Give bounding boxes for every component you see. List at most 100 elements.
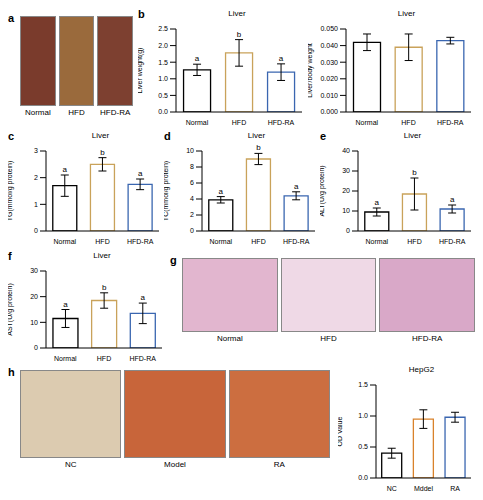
svg-text:HFD: HFD [232,119,246,126]
svg-text:0.0: 0.0 [158,108,168,115]
html-text:g: g [170,254,177,266]
svg-text:OD Value: OD Value [338,416,343,446]
svg-text:1: 1 [34,201,38,208]
svg-text:HFD-RA: HFD-RA [127,238,154,245]
svg-text:Normal: Normal [210,238,233,245]
svg-text:0.050: 0.050 [320,25,338,32]
svg-text:1.5: 1.5 [158,59,168,66]
svg-text:Liver weight(g): Liver weight(g) [138,48,144,94]
svg-text:b: b [256,143,261,152]
svg-text:HFD-RA: HFD-RA [439,238,466,245]
svg-text:8: 8 [190,163,194,170]
svg-text:a: a [219,187,224,196]
html-text:HFD: HFD [68,108,85,117]
svg-text:HFD: HFD [251,238,265,245]
svg-text:10: 10 [186,147,194,154]
svg-text:1.5: 1.5 [358,381,368,388]
html-text:c: c [8,130,15,142]
html-text:HFD-RA: HFD-RA [100,108,131,117]
html-text:Liver: Liver [93,251,111,260]
svg-text:2: 2 [190,211,194,218]
svg-text:HFD-RA: HFD-RA [437,119,464,126]
svg-text:10: 10 [342,207,350,214]
svg-text:2: 2 [34,174,38,181]
svg-text:HFD: HFD [401,119,415,126]
svg-text:0.0: 0.0 [358,474,368,481]
svg-text:0.010: 0.010 [320,92,338,99]
svg-text:b: b [102,283,107,292]
html-text:HFD: HFD [320,334,337,343]
svg-text:2.5: 2.5 [158,25,168,32]
svg-text:a: a [375,198,380,207]
svg-text:Normal: Normal [356,119,379,126]
svg-text:2.0: 2.0 [158,42,168,49]
svg-text:10: 10 [30,319,38,326]
svg-text:Normal: Normal [366,238,389,245]
html-text:Liver: Liver [91,131,110,140]
html-text:Model: Model [164,460,186,469]
html-text:HepG2: HepG2 [408,365,435,374]
html-text:b: b [138,8,145,20]
svg-text:Mddel: Mddel [414,485,434,492]
svg-text:30: 30 [30,267,38,274]
svg-text:0: 0 [34,344,38,351]
html-text:Liver: Liver [403,131,422,140]
svg-text:b: b [412,168,417,177]
svg-text:1.0: 1.0 [158,75,168,82]
svg-text:HFD-RA: HFD-RA [129,355,156,362]
svg-text:6: 6 [190,179,194,186]
svg-text:a: a [279,54,284,63]
svg-text:a: a [138,169,143,178]
svg-text:HFD: HFD [95,238,109,245]
svg-text:0.030: 0.030 [320,59,338,66]
svg-text:0.020: 0.020 [320,75,338,82]
svg-text:0: 0 [346,227,350,234]
svg-text:HFD-RA: HFD-RA [283,238,310,245]
html-text:Liver: Liver [228,9,246,18]
svg-text:1.0: 1.0 [358,412,368,419]
svg-text:a: a [63,300,68,309]
svg-text:ALT(U/g protein): ALT(U/g protein) [320,165,326,216]
svg-text:Normal: Normal [54,355,77,362]
svg-text:TC(mmol/g protein): TC(mmol/g protein) [164,161,170,221]
svg-text:a: a [294,182,299,191]
svg-text:HFD-RA: HFD-RA [268,119,295,126]
svg-text:30: 30 [342,167,350,174]
svg-text:a: a [141,293,146,302]
html-text:Normal: Normal [24,108,51,117]
svg-text:0: 0 [190,227,194,234]
html-text:NC: NC [64,460,77,469]
svg-text:0.5: 0.5 [358,443,368,450]
html-text:d: d [164,130,171,142]
svg-text:20: 20 [342,187,350,194]
svg-text:a: a [63,165,68,174]
svg-text:0: 0 [34,227,38,234]
svg-text:3: 3 [34,147,38,154]
svg-text:40: 40 [342,147,350,154]
html-text:Normal: Normal [216,334,243,343]
svg-text:a: a [450,195,455,204]
svg-text:HFD: HFD [407,238,421,245]
html-text:Liver: Liver [397,9,416,18]
svg-text:Normal: Normal [186,119,209,126]
html-text:RA: RA [273,460,285,469]
html-text:Liver: Liver [247,131,266,140]
svg-text:RA: RA [450,485,460,492]
html-text:h: h [8,366,15,378]
svg-text:b: b [100,148,105,157]
svg-text:a: a [195,54,200,63]
svg-text:4: 4 [190,195,194,202]
svg-text:Liver/body weight: Liver/body weight [308,43,314,98]
html-text:a: a [8,12,15,24]
svg-text:Normal: Normal [54,238,77,245]
svg-text:20: 20 [30,293,38,300]
svg-text:0.000: 0.000 [320,108,338,115]
svg-text:HFD: HFD [97,355,111,362]
svg-text:NC: NC [387,485,397,492]
svg-text:AST(U/g protein): AST(U/g protein) [8,283,14,336]
svg-text:0.040: 0.040 [320,42,338,49]
html-text:HFD-RA: HFD-RA [412,334,443,343]
svg-text:TG(mmol/g protein): TG(mmol/g protein) [8,161,14,222]
svg-text:b: b [237,30,242,39]
svg-text:0.5: 0.5 [158,92,168,99]
